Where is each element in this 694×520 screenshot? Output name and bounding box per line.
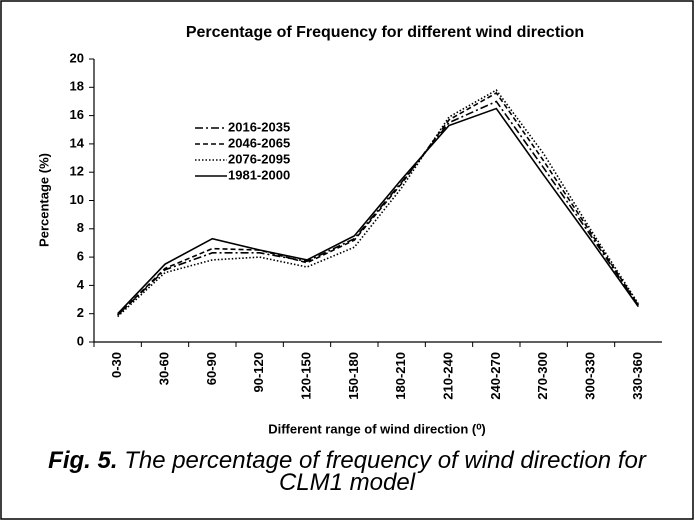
legend-label: 2046-2065 xyxy=(228,135,290,150)
series-line xyxy=(117,107,639,315)
y-tick-label: 16 xyxy=(70,107,84,122)
x-tick-label: 180-210 xyxy=(393,352,408,400)
series-line xyxy=(117,100,639,316)
y-tick-label: 10 xyxy=(70,192,84,207)
legend-label: 2076-2095 xyxy=(228,151,290,166)
y-tick-label: 20 xyxy=(70,50,84,65)
x-tick-label: 270-300 xyxy=(535,352,550,400)
y-tick-label: 4 xyxy=(77,277,85,292)
y-tick-label: 18 xyxy=(70,79,84,94)
series-line xyxy=(117,91,640,316)
x-tick-label: 90-120 xyxy=(251,352,266,392)
y-tick-label: 12 xyxy=(70,164,84,179)
x-tick-label: 240-270 xyxy=(488,352,503,400)
y-axis-label: Percentage (%) xyxy=(36,153,51,247)
x-tick-label: 150-180 xyxy=(346,352,361,400)
y-tick-label: 14 xyxy=(70,135,85,150)
chart-title: Percentage of Frequency for different wi… xyxy=(186,24,584,41)
x-tick-label: 330-360 xyxy=(630,352,645,400)
x-tick-label: 0-30 xyxy=(109,352,124,378)
x-tick-label: 120-150 xyxy=(298,352,313,400)
y-tick-label: 6 xyxy=(77,249,84,264)
y-tick-label: 0 xyxy=(77,333,84,348)
caption-label: Fig. 5. xyxy=(48,447,118,474)
caption-text: The percentage of frequency of wind dire… xyxy=(124,447,646,496)
x-tick-label: 210-240 xyxy=(440,352,455,400)
legend-label: 1981-2000 xyxy=(228,167,290,182)
x-tick-label: 30-60 xyxy=(156,352,171,385)
caption: Fig. 5. The percentage of frequency of w… xyxy=(20,447,674,496)
series-line xyxy=(117,89,640,318)
x-tick-label: 60-90 xyxy=(204,352,219,385)
y-tick-label: 8 xyxy=(77,220,84,235)
y-tick-label: 2 xyxy=(77,305,84,320)
legend-label: 2016-2035 xyxy=(228,119,290,134)
x-axis-label: Different range of wind direction (⁰) xyxy=(268,421,486,436)
x-tick-label: 300-330 xyxy=(582,352,597,400)
